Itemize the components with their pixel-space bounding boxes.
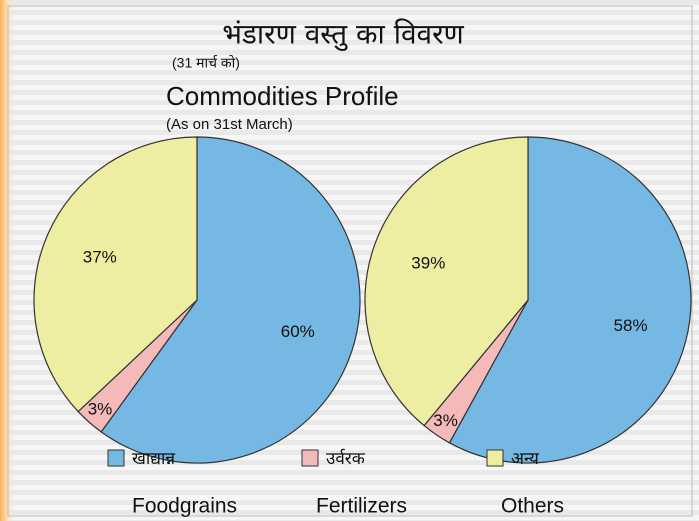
slice-label: 58% <box>614 316 648 335</box>
legend-swatch <box>107 449 125 467</box>
legend-swatch <box>486 449 504 467</box>
slice-label: 3% <box>433 411 458 430</box>
legend-label: Fertilizers <box>316 495 407 518</box>
title-hindi: भंडारण वस्तु का विवरण <box>222 18 464 52</box>
legend-swatch <box>301 449 319 467</box>
slice-label: 39% <box>411 254 445 273</box>
panel-border <box>7 5 693 517</box>
legend-label: Foodgrains <box>132 495 237 518</box>
slice-label: 37% <box>83 247 117 266</box>
legend-label-hindi: उर्वरक <box>326 448 366 469</box>
slice-label: 3% <box>88 400 113 419</box>
title: Commodities Profile <box>166 81 399 111</box>
legend-label-hindi: अन्य <box>511 449 540 469</box>
pie-slice <box>448 136 692 464</box>
subtitle-hindi: (31 मार्च को) <box>172 55 240 71</box>
subtitle: (As on 31st March) <box>166 116 293 133</box>
legend-label: Others <box>501 495 564 518</box>
pie-slice <box>364 136 529 427</box>
legend-label-hindi: खाद्यान्न <box>132 449 175 469</box>
pie-slice <box>33 136 198 413</box>
slice-label: 60% <box>281 322 315 341</box>
pie-slice <box>100 136 361 464</box>
